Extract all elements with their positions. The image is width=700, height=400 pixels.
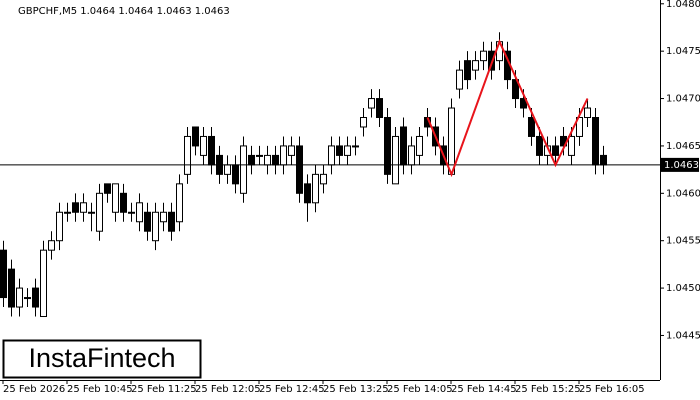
candle-body (256, 154, 263, 157)
candle-body (312, 173, 319, 204)
candle-body (568, 135, 575, 156)
candle-body (328, 145, 335, 166)
candle-body (248, 154, 255, 166)
candle-body (464, 60, 471, 81)
pattern-line (426, 39, 589, 178)
candle-body (88, 211, 95, 214)
x-tick-label: 25 Feb 2026 (3, 384, 65, 395)
candle-body (240, 145, 247, 194)
y-tick-label: 1.0475 (666, 46, 700, 57)
candle-body (96, 192, 103, 232)
x-tick-label: 25 Feb 14:05 (387, 384, 453, 395)
candle-body (264, 154, 271, 166)
candle-body (120, 192, 127, 213)
candle-body (512, 79, 519, 100)
candle-body (480, 50, 487, 62)
x-tick-label: 25 Feb 14:45 (451, 384, 517, 395)
candle-body (392, 135, 399, 185)
candle-body (224, 164, 231, 175)
candle-body (600, 154, 607, 166)
candle-body (376, 98, 383, 119)
candle-body (192, 126, 199, 147)
current-price-label: 1.0463 (664, 160, 699, 171)
candle-body (296, 145, 303, 194)
y-tick-label: 1.0460 (666, 188, 700, 199)
candle-body (232, 164, 239, 185)
y-tick-label: 1.0480 (666, 0, 700, 10)
candle-body (176, 183, 183, 223)
x-tick-label: 25 Feb 12:45 (259, 384, 325, 395)
candle-body (360, 117, 367, 128)
candle-body (24, 297, 31, 300)
candle-body (320, 173, 327, 185)
candle-body (72, 202, 79, 213)
candle-body (456, 69, 463, 90)
candle-body (288, 145, 295, 156)
candle-body (280, 145, 287, 166)
x-tick-label: 25 Feb 10:45 (67, 384, 133, 395)
candle-body (160, 211, 167, 223)
candle-body (0, 249, 7, 299)
candle-body (56, 211, 63, 242)
candle-body (368, 98, 375, 109)
y-tick-label: 1.0455 (666, 236, 700, 247)
candle-body (344, 145, 351, 156)
candle-body (104, 183, 111, 194)
y-tick-label: 1.0450 (666, 283, 700, 294)
candle-body (208, 135, 215, 166)
current-price-box (661, 157, 699, 172)
candle-body (272, 154, 279, 166)
candle-body (16, 287, 23, 308)
y-tick-label: 1.0470 (666, 94, 700, 105)
candle-body (352, 145, 359, 148)
plot-area (0, 32, 607, 318)
candle-body (576, 117, 583, 137)
candle-body (304, 183, 311, 204)
candle-body (32, 287, 39, 308)
candle-body (128, 211, 135, 214)
x-tick-label: 25 Feb 13:25 (323, 384, 389, 395)
candle-body (152, 211, 159, 242)
logo: InstaFintech (28, 343, 175, 373)
candle-body (408, 145, 415, 166)
candle-body (8, 268, 15, 308)
candle-body (552, 145, 559, 156)
candle-body (584, 107, 591, 119)
x-tick-label: 25 Feb 16:05 (579, 384, 645, 395)
y-tick-label: 1.0465 (666, 141, 700, 152)
candle-body (112, 183, 119, 213)
candle-body (64, 211, 71, 214)
candle-body (40, 249, 47, 318)
candle-body (48, 240, 55, 251)
chart-title: GBPCHF,M5 1.0464 1.0464 1.0463 1.0463 (18, 6, 230, 17)
candle-body (384, 117, 391, 175)
candle-body (488, 50, 495, 71)
x-tick-label: 25 Feb 12:05 (195, 384, 261, 395)
candle-body (536, 135, 543, 156)
candle-body (200, 135, 207, 156)
candle-body (472, 60, 479, 71)
x-tick-label: 25 Feb 15:25 (515, 384, 581, 395)
candle-body (80, 202, 87, 213)
candle-body (136, 202, 143, 223)
candle-body (592, 117, 599, 166)
candle-body (528, 117, 535, 137)
candle-body (336, 145, 343, 156)
candle-body (400, 126, 407, 166)
x-tick-label: 25 Feb 11:25 (131, 384, 197, 395)
logo-box (2, 339, 202, 379)
candle-body (184, 135, 191, 175)
y-tick-label: 1.0445 (666, 330, 700, 341)
candle-body (168, 211, 175, 232)
candle-body (416, 135, 423, 156)
candle-body (144, 211, 151, 232)
